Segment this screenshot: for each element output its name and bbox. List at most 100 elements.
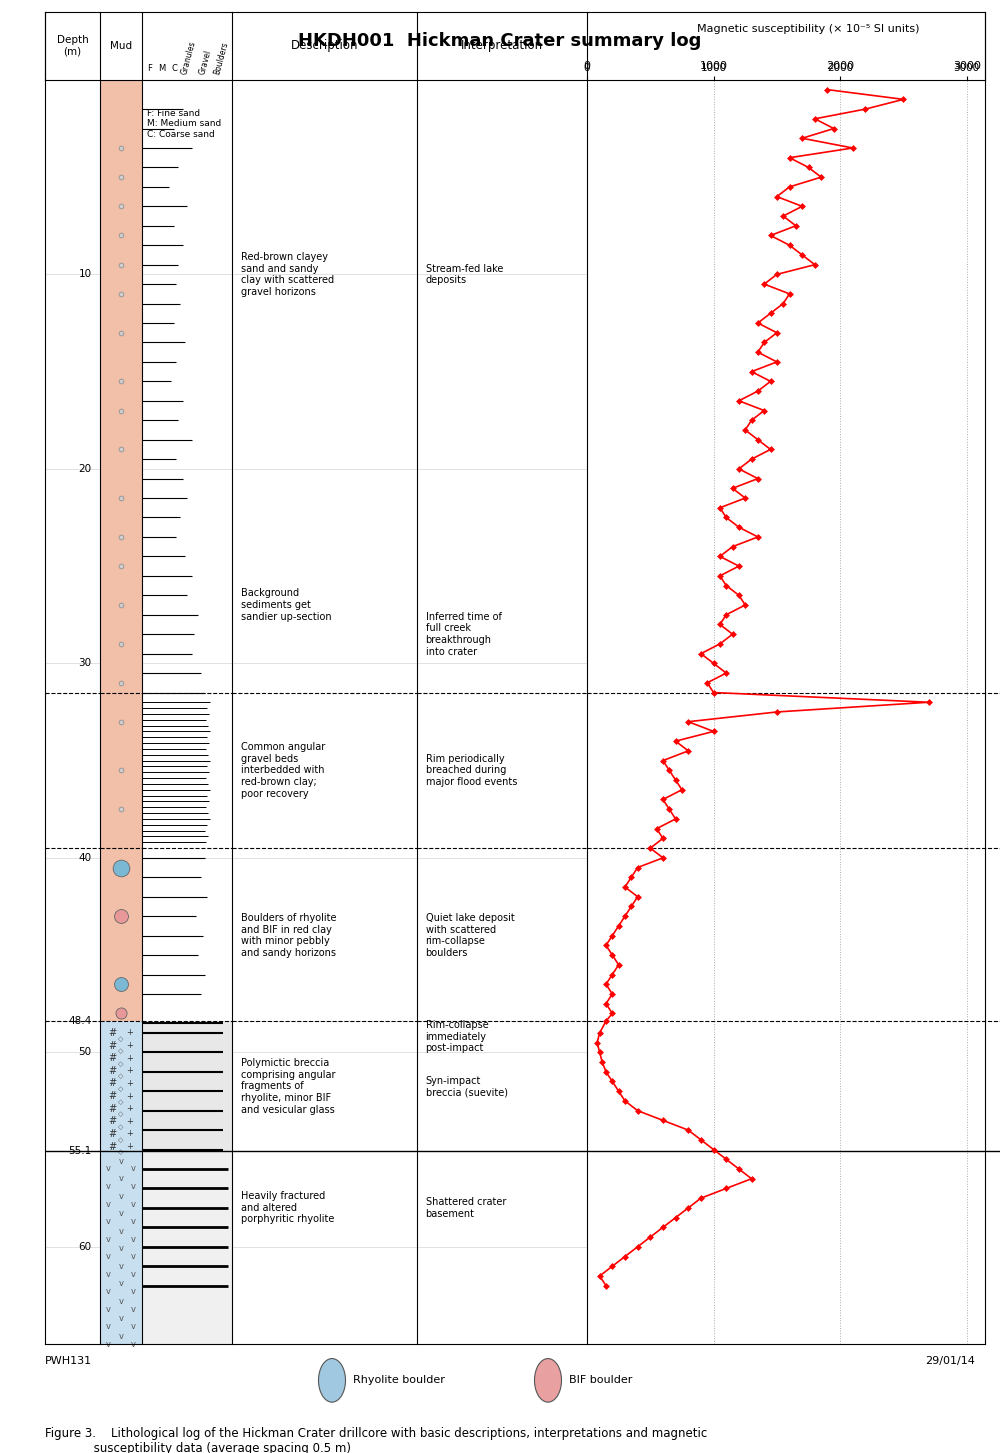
Text: Gravel: Gravel [197, 49, 213, 76]
Text: C: C [171, 64, 177, 73]
Text: Description: Description [291, 39, 358, 52]
Text: +: + [126, 1129, 133, 1139]
Text: v: v [131, 1164, 136, 1174]
Ellipse shape [318, 1359, 346, 1402]
Text: 55.1: 55.1 [68, 1146, 92, 1157]
Text: +: + [126, 1080, 133, 1088]
Text: #: # [109, 1104, 117, 1113]
Text: ◇: ◇ [118, 1074, 124, 1080]
Text: #: # [109, 1053, 117, 1064]
Text: v: v [119, 1279, 124, 1289]
Text: #: # [109, 1067, 117, 1075]
Text: +: + [126, 1091, 133, 1100]
Text: v: v [106, 1252, 111, 1261]
Text: v: v [106, 1164, 111, 1174]
Text: 48.4: 48.4 [68, 1016, 92, 1026]
Text: v: v [131, 1340, 136, 1348]
Text: Red-brown clayey
sand and sandy
clay with scattered
gravel horizons: Red-brown clayey sand and sandy clay wit… [241, 251, 334, 296]
Text: v: v [119, 1332, 124, 1341]
Text: 0: 0 [584, 62, 590, 73]
Text: v: v [106, 1200, 111, 1209]
Text: v: v [106, 1235, 111, 1244]
Text: 29/01/14: 29/01/14 [925, 1357, 975, 1366]
Text: +: + [126, 1067, 133, 1075]
Text: v: v [119, 1191, 124, 1200]
Bar [142, 1021, 232, 1151]
Text: v: v [106, 1305, 111, 1314]
Text: 60: 60 [79, 1242, 92, 1252]
Text: v: v [119, 1174, 124, 1183]
Text: v: v [131, 1181, 136, 1191]
Text: +: + [126, 1142, 133, 1151]
Text: #: # [109, 1129, 117, 1139]
Text: ◇: ◇ [118, 1061, 124, 1067]
Text: Figure 3.    Lithological log of the Hickman Crater drillcore with basic descrip: Figure 3. Lithological log of the Hickma… [45, 1427, 707, 1453]
Text: Syn-impact
breccia (suevite): Syn-impact breccia (suevite) [426, 1075, 508, 1097]
Bar [100, 80, 142, 1021]
Text: #: # [109, 1091, 117, 1101]
Text: +: + [126, 1104, 133, 1113]
Text: 10: 10 [79, 269, 92, 279]
Text: ◇: ◇ [118, 1098, 124, 1104]
Text: ◇: ◇ [118, 1048, 124, 1055]
Text: 2000: 2000 [827, 62, 853, 73]
Text: Stream-fed lake
deposits: Stream-fed lake deposits [426, 263, 503, 285]
Text: #: # [109, 1040, 117, 1051]
Text: 30: 30 [79, 658, 92, 668]
Text: F: Fine sand
M: Medium sand
C: Coarse sand: F: Fine sand M: Medium sand C: Coarse sa… [147, 109, 221, 139]
Text: Rhyolite boulder: Rhyolite boulder [353, 1376, 445, 1385]
Text: PWH131: PWH131 [45, 1357, 92, 1366]
Text: ◇: ◇ [118, 1125, 124, 1130]
Text: 1000: 1000 [701, 62, 727, 73]
Bar [100, 1021, 142, 1151]
Text: v: v [106, 1340, 111, 1348]
Bar [142, 1151, 232, 1344]
Text: Granules: Granules [180, 39, 198, 76]
Text: #: # [109, 1116, 117, 1126]
Text: M: M [158, 64, 165, 73]
Text: v: v [119, 1244, 124, 1254]
Text: BIF boulder: BIF boulder [569, 1376, 632, 1385]
Text: ◇: ◇ [118, 1112, 124, 1117]
Text: 50: 50 [79, 1048, 92, 1058]
Text: Rim-collapse
immediately
post-impact: Rim-collapse immediately post-impact [426, 1020, 488, 1053]
Text: v: v [119, 1157, 124, 1165]
Text: Quiet lake deposit
with scattered
rim-collapse
boulders: Quiet lake deposit with scattered rim-co… [426, 914, 514, 958]
Text: v: v [119, 1209, 124, 1218]
Text: Depth
(m): Depth (m) [57, 35, 88, 57]
Text: v: v [131, 1270, 136, 1279]
Text: v: v [106, 1322, 111, 1331]
Ellipse shape [534, 1359, 562, 1402]
Text: v: v [131, 1322, 136, 1331]
Text: v: v [131, 1305, 136, 1314]
Text: Inferred time of
full creek
breakthrough
into crater: Inferred time of full creek breakthrough… [426, 612, 501, 657]
Text: +: + [126, 1117, 133, 1126]
Text: v: v [106, 1218, 111, 1226]
Bar [100, 1151, 142, 1344]
Text: v: v [119, 1315, 124, 1324]
Text: Common angular
gravel beds
interbedded with
red-brown clay;
poor recovery: Common angular gravel beds interbedded w… [241, 742, 326, 799]
Text: +: + [126, 1040, 133, 1051]
Text: +: + [126, 1053, 133, 1062]
Text: +: + [126, 1029, 133, 1037]
Text: Rim periodically
breached during
major flood events: Rim periodically breached during major f… [426, 754, 517, 788]
Text: F: F [147, 64, 152, 73]
Text: v: v [131, 1235, 136, 1244]
Text: ◇: ◇ [118, 1036, 124, 1042]
Text: Polymictic breccia
comprising angular
fragments of
rhyolite, minor BIF
and vesic: Polymictic breccia comprising angular fr… [241, 1058, 336, 1114]
Text: ◇: ◇ [118, 1149, 124, 1155]
Text: v: v [131, 1218, 136, 1226]
Text: v: v [119, 1226, 124, 1235]
Text: HKDH001  Hickman Crater summary log: HKDH001 Hickman Crater summary log [298, 32, 702, 49]
Text: Mud: Mud [110, 41, 132, 51]
Text: Boulders: Boulders [213, 41, 230, 76]
Text: 3000: 3000 [954, 62, 980, 73]
Text: v: v [106, 1181, 111, 1191]
Text: ◇: ◇ [118, 1136, 124, 1144]
Text: Magnetic susceptibility (× 10⁻⁵ SI units): Magnetic susceptibility (× 10⁻⁵ SI units… [697, 25, 920, 33]
Text: v: v [131, 1252, 136, 1261]
Text: #: # [109, 1027, 117, 1037]
Text: 20: 20 [79, 464, 92, 474]
Text: Boulders of rhyolite
and BIF in red clay
with minor pebbly
and sandy horizons: Boulders of rhyolite and BIF in red clay… [241, 914, 337, 958]
Text: Background
sediments get
sandier up-section: Background sediments get sandier up-sect… [241, 588, 332, 622]
